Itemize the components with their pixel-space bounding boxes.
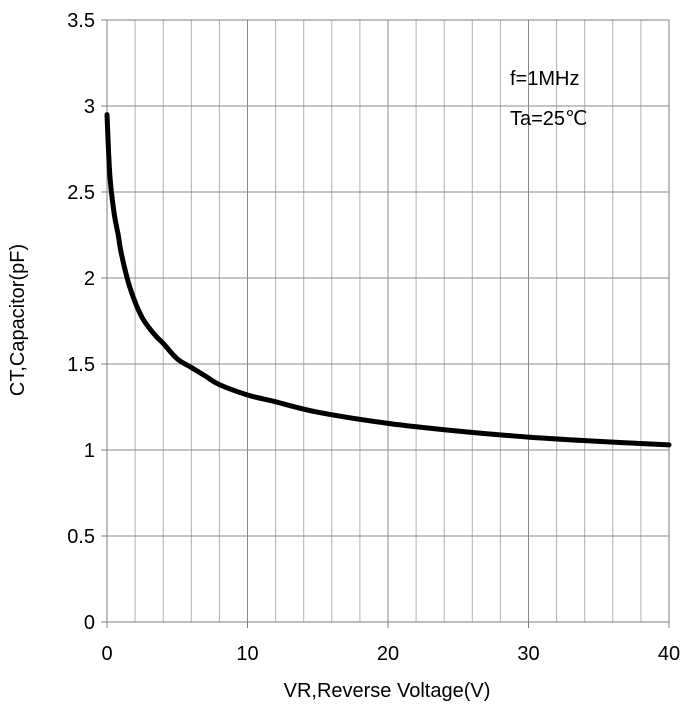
x-tick-label: 40 bbox=[658, 643, 680, 665]
y-tick-label: 3.5 bbox=[67, 10, 95, 32]
major-gridlines bbox=[107, 20, 669, 622]
y-axis-label: CT,Capacitor(pF) bbox=[7, 244, 29, 396]
x-tick-label: 30 bbox=[517, 643, 539, 665]
y-tick-label: 2.5 bbox=[67, 182, 95, 204]
x-tick-label: 0 bbox=[101, 643, 112, 665]
annotation-frequency: f=1MHz bbox=[510, 68, 579, 90]
y-tick-label: 3 bbox=[84, 96, 95, 118]
minor-gridlines bbox=[134, 20, 642, 622]
y-tick-label: 0.5 bbox=[67, 526, 95, 548]
x-tick-label: 10 bbox=[236, 643, 258, 665]
x-tick-label: 20 bbox=[377, 643, 399, 665]
annotation-temperature: Ta=25℃ bbox=[510, 108, 588, 130]
capacitance-curve bbox=[104, 112, 672, 448]
y-tick-label: 2 bbox=[84, 268, 95, 290]
y-tick-label: 1 bbox=[84, 440, 95, 462]
x-axis-label: VR,Reverse Voltage(V) bbox=[284, 680, 491, 702]
y-tick-label: 1.5 bbox=[67, 354, 95, 376]
x-axis-ticks: 0 10 20 30 40 bbox=[101, 622, 680, 665]
y-tick-label: 0 bbox=[84, 612, 95, 634]
y-axis-ticks: 0 0.5 1 1.5 2 2.5 3 3.5 bbox=[67, 10, 107, 634]
